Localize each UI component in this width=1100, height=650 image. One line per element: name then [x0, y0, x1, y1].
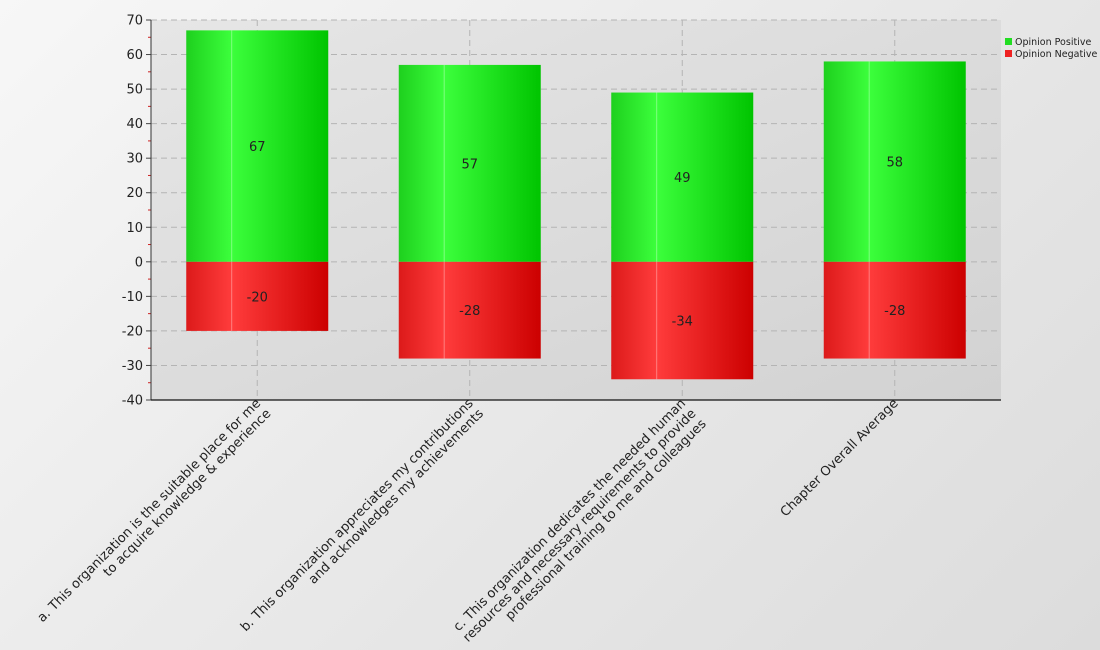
bar-positive[interactable]: [611, 92, 754, 262]
bar-negative[interactable]: [823, 261, 966, 359]
legend-swatch: [1005, 38, 1012, 45]
axes: [146, 19, 1001, 401]
y-tick-label: 60: [126, 48, 143, 63]
data-label: -28: [884, 304, 905, 319]
y-tick-label: 10: [126, 221, 143, 236]
data-label: 49: [674, 171, 691, 186]
y-tick-label: -20: [122, 324, 143, 339]
bar-negative[interactable]: [611, 261, 754, 380]
data-label: 58: [886, 156, 903, 171]
data-label: 57: [461, 157, 478, 172]
y-tick-labels: -40 -30 -20 -10 0 10 20 30 40 50 60 70: [122, 14, 143, 409]
y-tick-label: 0: [135, 255, 143, 270]
legend-label: Opinion Positive: [1015, 37, 1091, 48]
y-tick-label: 40: [126, 117, 143, 132]
legend-label: Opinion Negative: [1015, 49, 1097, 60]
bar-negative[interactable]: [398, 261, 541, 359]
y-tick-label: 20: [126, 186, 143, 201]
bar-positive[interactable]: [186, 30, 329, 262]
bar-negative[interactable]: [186, 261, 329, 331]
x-tick-label: c. This organization dedicates the neede…: [450, 396, 710, 650]
y-tick-label: 70: [126, 14, 143, 29]
x-tick-label: a. This organization is the suitable pla…: [35, 396, 275, 636]
x-tick-labels: a. This organization is the suitable pla…: [35, 396, 902, 650]
data-label: -28: [459, 304, 480, 319]
y-tick-label: -40: [122, 394, 143, 409]
data-label: 67: [249, 140, 266, 155]
y-tick-label: -30: [122, 359, 143, 374]
y-tick-label: -10: [122, 290, 143, 305]
data-label: -34: [672, 315, 693, 330]
y-tick-label: 30: [126, 152, 143, 167]
bar-positive[interactable]: [398, 64, 541, 262]
x-tick-label: b. This organization appreciates my cont…: [238, 396, 487, 645]
y-tick-label: 50: [126, 83, 143, 98]
data-label: -20: [247, 290, 268, 305]
bars: [186, 30, 966, 380]
legend-swatch: [1005, 50, 1012, 57]
bar-positive[interactable]: [823, 61, 966, 262]
data-labels: 67 57 49 58 -20 -28 -34 -28: [247, 140, 906, 329]
x-tick-label: Chapter Overall Average: [778, 396, 902, 520]
